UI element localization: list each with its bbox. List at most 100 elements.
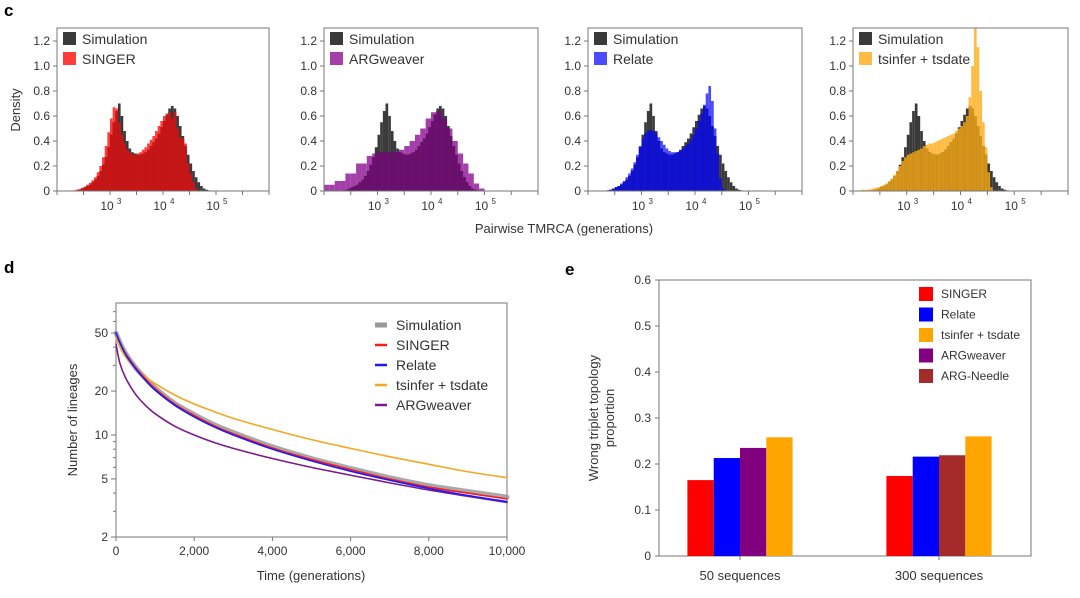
y-tick-label: 50 — [95, 326, 109, 340]
overlap-bar — [630, 171, 634, 191]
panel-c-xlabel: Pairwise TMRCA (generations) — [475, 221, 653, 236]
overlap-bar — [987, 172, 991, 191]
overlap-bar — [422, 138, 426, 191]
overlap-bar — [965, 116, 969, 191]
y-tick-label: 5 — [101, 472, 108, 486]
overlap-bar — [414, 149, 418, 191]
method-bar — [863, 189, 867, 191]
panel-c-ylabel: Density — [8, 88, 23, 132]
overlap-bar — [649, 129, 653, 191]
histogram-subpanel-tsinfer-tsdate: 00.20.40.60.81.01.210 3 10 4 10 5Simulationts… — [829, 27, 1069, 213]
overlap-bar — [925, 148, 929, 191]
overlap-bar — [374, 153, 378, 191]
overlap-bar — [382, 152, 386, 191]
overlap-bar — [141, 153, 145, 191]
overlap-bar — [971, 108, 974, 191]
legend: SINGER Relate tsinfer + tsdate ARGweaver ARG… — [919, 287, 1020, 383]
overlap-bar — [390, 152, 394, 191]
y-tick-label: 0.2 — [634, 457, 651, 471]
histogram-bars — [72, 103, 211, 191]
simulation-bar — [729, 182, 733, 191]
y-tick-label: 0.5 — [634, 319, 651, 333]
x-tick-exponent: 3 — [914, 197, 919, 206]
overlap-bar — [657, 141, 661, 191]
x-tick-exponent: 4 — [170, 197, 175, 206]
overlap-bar — [160, 127, 163, 191]
legend-label: tsinfer + tsdate — [396, 377, 488, 393]
legend-label: Simulation — [396, 317, 461, 333]
y-tick-label: 0 — [839, 184, 846, 198]
overlap-bar — [452, 146, 456, 191]
overlap-bar — [149, 146, 153, 191]
method-bar — [869, 189, 872, 191]
overlap-bar — [431, 121, 434, 191]
y-tick-label: 0 — [43, 184, 50, 198]
legend-swatch-method — [63, 52, 76, 65]
legend: Simulation tsinfer + tsdate — [859, 31, 970, 67]
legend: Simulation Relate — [594, 31, 678, 67]
overlap-bar — [393, 152, 397, 191]
panel-e-ylabel-line2: proportion — [602, 389, 617, 448]
overlap-bar — [713, 136, 717, 191]
overlap-bar — [192, 182, 195, 191]
overlap-bar — [877, 188, 880, 191]
method-bar — [874, 187, 878, 191]
overlap-bar — [874, 189, 878, 191]
plot-frame — [115, 302, 508, 538]
series-line-argweaver — [115, 343, 508, 504]
overlap-bar — [711, 126, 714, 191]
y-tick-label: 0.6 — [634, 273, 651, 287]
method-bar — [329, 184, 335, 191]
overlap-bar — [968, 106, 972, 191]
y-tick-label: 0 — [310, 184, 317, 198]
overlap-bar — [933, 154, 937, 191]
overlap-bar — [110, 134, 113, 191]
overlap-bar — [436, 111, 440, 191]
legend-label-simulation: Simulation — [878, 31, 943, 47]
overlap-bar — [348, 188, 351, 191]
legend-label: ARG-Needle — [941, 369, 1009, 383]
overlap-bar — [617, 186, 621, 191]
overlap-bar — [939, 153, 942, 191]
x-tick-label: 2,000 — [179, 544, 209, 558]
overlap-bar — [112, 122, 116, 191]
overlap-bar — [361, 179, 365, 191]
overlap-bar — [96, 176, 100, 191]
x-tick-exponent: 3 — [649, 197, 654, 206]
overlap-bar — [189, 173, 193, 191]
overlap-bar — [163, 121, 166, 191]
legend: Simulation SINGER Relate tsinfer + tsdate AR… — [375, 317, 488, 413]
legend-label: ARGweaver — [941, 349, 1006, 363]
overlap-bar — [901, 161, 905, 191]
legend-swatch-simulation — [859, 32, 872, 45]
y-tick-label: 0.6 — [300, 109, 317, 123]
overlap-bar — [654, 133, 658, 191]
legend-label-method: SINGER — [82, 51, 136, 67]
overlap-bar — [896, 171, 899, 191]
x-tick-exponent: 3 — [385, 197, 390, 206]
overlap-bar — [78, 189, 81, 191]
overlap-bar — [94, 179, 97, 191]
overlap-bar — [990, 187, 993, 191]
x-tick-label: 10 — [951, 199, 965, 213]
overlap-bar — [380, 152, 383, 191]
overlap-bar — [638, 147, 642, 191]
overlap-bar — [441, 118, 445, 191]
y-tick-label: 0 — [644, 549, 651, 563]
overlap-bar — [885, 184, 888, 191]
overlap-bar — [465, 182, 469, 191]
overlap-bar — [401, 153, 405, 191]
overlap-bar — [641, 138, 645, 191]
overlap-bar — [377, 152, 381, 191]
simulation-bar — [194, 177, 198, 191]
overlap-bar — [636, 157, 639, 191]
overlap-bar — [941, 152, 945, 191]
method-bar — [356, 163, 362, 191]
overlap-bar — [963, 122, 966, 191]
simulation-bar — [735, 188, 738, 191]
method-bar — [324, 184, 330, 191]
overlap-bar — [944, 149, 948, 191]
overlap-bar — [366, 171, 370, 191]
simulation-bar — [912, 111, 915, 191]
overlap-bar — [705, 108, 709, 191]
